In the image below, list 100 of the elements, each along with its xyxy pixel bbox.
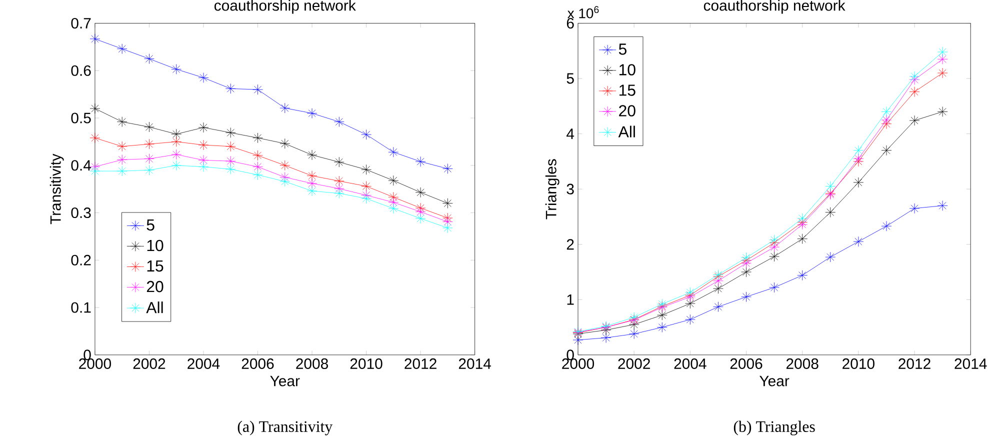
point [797, 270, 808, 280]
x-tick-label: 2006 [242, 358, 274, 369]
y-axis-title: Transitivity [50, 154, 64, 224]
point [171, 160, 182, 171]
point [415, 206, 426, 217]
x-axis-title: Year [760, 376, 790, 386]
point [853, 153, 864, 164]
point [334, 116, 344, 127]
point [171, 149, 182, 160]
point [684, 298, 696, 309]
point [334, 156, 344, 168]
x-tick-label: 2004 [188, 358, 220, 369]
point [388, 197, 399, 208]
point [252, 150, 263, 161]
point [116, 116, 128, 127]
point [198, 140, 209, 150]
y-tick-label: 0.4 [71, 160, 92, 171]
x-tick-label: 2010 [350, 358, 382, 369]
point [198, 162, 209, 172]
point [656, 310, 668, 320]
point [853, 177, 864, 188]
point [225, 141, 236, 152]
point [769, 234, 780, 246]
point [306, 178, 318, 189]
point [361, 181, 372, 192]
legend-label: 20 [619, 105, 636, 116]
x-tick-label: 2000 [562, 358, 594, 369]
point [825, 252, 836, 262]
point [361, 193, 372, 204]
point [90, 103, 100, 114]
point [937, 68, 948, 78]
legend-label: All [146, 302, 163, 314]
text: (b) Triangles [734, 420, 815, 436]
x-tick-label: 2000 [79, 358, 111, 369]
point [90, 166, 100, 176]
y-tick-label: 0.3 [71, 207, 91, 218]
legend-label: 5 [618, 44, 626, 55]
point [361, 190, 372, 200]
legend-label: 5 [146, 219, 154, 231]
point [198, 122, 209, 133]
x-tick-label: 2004 [674, 358, 706, 369]
text: x 10$^{6}$ [568, 6, 599, 18]
legend-label: 20 [146, 280, 164, 292]
point [90, 132, 100, 144]
point [388, 175, 399, 186]
point [741, 252, 752, 263]
point [909, 86, 920, 97]
point [825, 207, 836, 218]
x-tick-label: 2006 [730, 358, 762, 369]
point [280, 176, 290, 187]
legend-label: All [618, 126, 635, 138]
point [415, 213, 426, 224]
point [334, 183, 344, 194]
point [116, 166, 128, 176]
x-tick-label: 2010 [842, 358, 874, 369]
point [684, 287, 696, 298]
y-tick-label: 0.5 [71, 112, 91, 124]
x-tick-label: 2002 [133, 358, 166, 369]
point [171, 136, 182, 147]
point [144, 154, 154, 164]
point [225, 156, 236, 166]
point [306, 170, 318, 181]
x-tick-label: 2008 [296, 358, 328, 369]
legend-label: 10 [147, 240, 164, 252]
point [116, 44, 128, 54]
point [937, 200, 948, 211]
point [415, 156, 426, 167]
point [334, 176, 344, 186]
text: (a) Transitivity [238, 420, 333, 436]
point [225, 127, 236, 138]
point [388, 192, 399, 202]
point [171, 64, 182, 74]
point [442, 198, 453, 208]
x-tick-label: 2012 [404, 358, 436, 369]
point [280, 102, 290, 114]
x-tick-label: 2008 [786, 358, 818, 369]
point [442, 222, 453, 234]
point [306, 186, 318, 196]
point [713, 302, 724, 312]
point [252, 132, 263, 144]
point [171, 128, 182, 140]
point [90, 34, 100, 44]
point [252, 84, 263, 95]
point [144, 122, 154, 132]
point [144, 164, 154, 176]
point [572, 334, 584, 346]
point [797, 234, 808, 244]
point [628, 312, 640, 322]
point [881, 114, 892, 126]
y-tick-label: 0.1 [71, 302, 91, 313]
y-tick-label: 0 [566, 350, 574, 360]
point [225, 164, 236, 174]
y-tick-label: 5 [566, 73, 574, 84]
point [741, 258, 752, 268]
point [144, 54, 154, 64]
point [741, 266, 752, 278]
point [388, 146, 399, 158]
point [252, 170, 263, 180]
point [713, 276, 724, 286]
point [280, 172, 290, 182]
